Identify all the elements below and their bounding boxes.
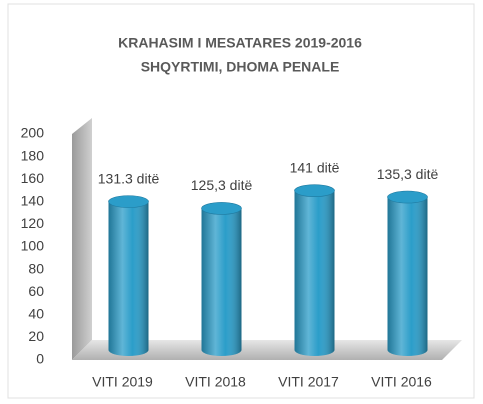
bar-top	[294, 184, 335, 197]
bar-body-shade	[294, 190, 335, 350]
value-label: 125,3 ditë	[191, 177, 253, 193]
bar-top	[387, 190, 428, 204]
bar-body-shade	[201, 208, 242, 350]
y-tick-label: 20	[28, 328, 44, 344]
value-label: 141 ditë	[290, 159, 340, 175]
y-tick-label: 0	[36, 351, 44, 367]
floor	[72, 340, 462, 360]
y-tick-label: 60	[28, 283, 44, 299]
bar	[201, 202, 242, 356]
y-tick-label: 160	[21, 170, 45, 186]
x-tick-label: VITI 2017	[278, 374, 339, 390]
y-tick-label: 100	[21, 238, 45, 254]
chart-subtitle: SHQYRTIMI, DHOMA PENALE	[141, 59, 340, 75]
y-tick-label: 180	[21, 147, 45, 163]
y-tick-label: 140	[21, 193, 45, 209]
y-tick-label: 120	[21, 215, 45, 231]
bar-top	[108, 195, 149, 208]
x-tick-label: VITI 2019	[92, 374, 153, 390]
y-tick-label: 80	[28, 260, 44, 276]
x-tick-label: VITI 2018	[185, 374, 246, 390]
chart-title: KRAHASIM I MESATARES 2019-2016	[118, 35, 362, 51]
value-label: 131.3 ditë	[98, 170, 160, 186]
bar	[387, 190, 428, 356]
value-label: 135,3 ditë	[377, 166, 439, 182]
bar	[108, 195, 149, 356]
y-tick-label: 40	[28, 306, 44, 322]
y-tick-label: 200	[21, 125, 45, 141]
bar-body-shade	[108, 201, 149, 350]
bar-body-shade	[387, 197, 428, 350]
x-tick-label: VITI 2016	[371, 374, 432, 390]
bar-top	[201, 202, 242, 215]
side-wall	[72, 118, 92, 360]
bar	[294, 184, 335, 356]
